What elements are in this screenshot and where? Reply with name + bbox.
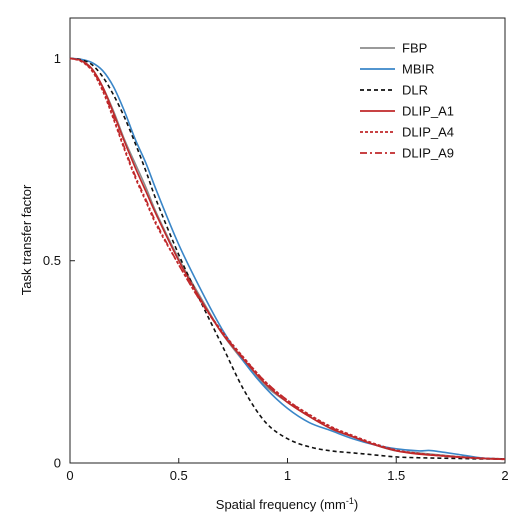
- x-axis-ticks: 0 0.5 1 1.5 2: [66, 458, 509, 483]
- plot-frame: [69, 17, 506, 464]
- legend: FBP MBIR DLR DLIP_A1 DLIP_A4 DLIP_A9: [360, 41, 454, 161]
- x-axis-label-superscript: -1: [346, 496, 354, 506]
- series-lines: [69, 57, 506, 461]
- x-tick-label: 1.5: [387, 468, 405, 483]
- legend-label: MBIR: [402, 62, 435, 77]
- legend-label: DLIP_A1: [402, 104, 454, 119]
- series-line-fbp: [69, 57, 506, 460]
- y-tick-label: 0: [54, 456, 61, 471]
- series-line-dlr: [69, 57, 506, 460]
- legend-label: DLR: [402, 83, 428, 98]
- legend-label: DLIP_A4: [402, 125, 454, 140]
- series-line-dlip-a4: [69, 57, 506, 460]
- y-axis-ticks: 00.51: [43, 51, 75, 471]
- y-tick-label: 0.5: [43, 253, 61, 268]
- series-line-mbir: [69, 57, 506, 460]
- x-tick-label: 2: [501, 468, 508, 483]
- series-line-dlip-a9: [69, 57, 506, 461]
- series-line-dlip-a1: [69, 57, 506, 461]
- x-tick-label: 0.5: [170, 468, 188, 483]
- legend-label: FBP: [402, 41, 427, 56]
- x-tick-label: 1: [284, 468, 291, 483]
- x-tick-label: 0: [66, 468, 73, 483]
- legend-label: DLIP_A9: [402, 146, 454, 161]
- y-tick-label: 1: [54, 51, 61, 66]
- x-axis-label: Spatial frequency (mm-1): [216, 496, 358, 512]
- y-axis-label: Task transfer factor: [19, 184, 34, 295]
